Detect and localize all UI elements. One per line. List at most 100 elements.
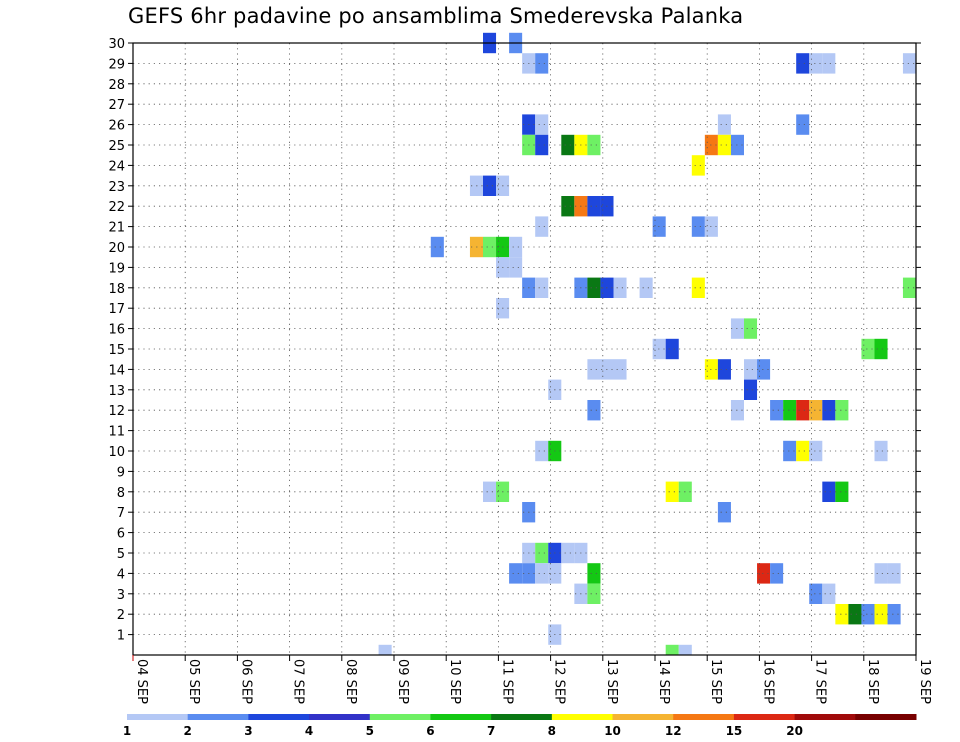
heatmap-cell — [835, 604, 849, 625]
legend-swatch — [248, 714, 310, 720]
heatmap-cell — [730, 400, 744, 421]
heatmap-cell — [587, 277, 601, 298]
heatmap-cell — [691, 216, 705, 237]
heatmap-cell — [561, 196, 575, 217]
heatmap-cell — [587, 359, 601, 380]
heatmap-cell — [717, 502, 731, 523]
grid-layer — [133, 42, 916, 655]
x-tick-label: 10 SEP — [447, 659, 462, 704]
legend-label: 3 — [244, 724, 252, 738]
heatmap-cell — [822, 481, 836, 502]
heatmap-cell — [796, 400, 810, 421]
y-tick-label: 18 — [108, 282, 125, 297]
heatmap-cell — [835, 400, 849, 421]
heatmap-cell — [535, 53, 549, 74]
heatmap-cell — [744, 379, 758, 400]
legend-swatch — [673, 714, 735, 720]
heatmap-cell — [587, 583, 601, 604]
heatmap-cell — [874, 440, 888, 462]
heatmap-cell — [717, 134, 731, 156]
legend-swatch — [733, 714, 796, 720]
heatmap-cell — [822, 400, 836, 421]
heatmap-cell — [509, 563, 523, 584]
legend-label: 2 — [184, 724, 192, 738]
y-tick-label: 25 — [108, 139, 125, 154]
y-tick-label: 21 — [108, 221, 125, 236]
heatmap-cell — [796, 440, 810, 462]
heatmap-cell — [757, 563, 771, 584]
heatmap-cell — [730, 134, 744, 156]
y-tick-label: 9 — [117, 465, 125, 480]
heatmap-cell — [613, 277, 627, 298]
x-tick-label: 16 SEP — [760, 659, 775, 704]
y-tick-label: 19 — [108, 261, 125, 276]
heatmap-cell — [639, 277, 653, 298]
x-tick-label: 18 SEP — [865, 659, 880, 704]
y-tick-label: 12 — [108, 404, 125, 419]
heatmap-cell — [691, 155, 705, 176]
legend-swatch — [612, 714, 674, 720]
legend-label: 8 — [548, 724, 556, 738]
heatmap-cell — [535, 216, 549, 237]
heatmap-cell — [509, 236, 523, 258]
y-tick-label: 15 — [108, 343, 125, 358]
heatmap-cell — [717, 114, 731, 135]
x-tick-label: 14 SEP — [656, 659, 671, 704]
y-tick-label: 24 — [108, 159, 125, 174]
heatmap-cell — [378, 644, 392, 655]
legend-swatch — [309, 714, 371, 720]
legend-label: 15 — [726, 724, 743, 738]
heatmap-cell — [809, 53, 823, 74]
x-tick-label: 15 SEP — [708, 659, 723, 704]
legend-label: 20 — [786, 724, 803, 738]
heatmap-cell — [809, 440, 823, 462]
heatmap-cell — [535, 277, 549, 298]
legend-label: 4 — [305, 724, 313, 738]
heatmap-cell — [561, 542, 575, 564]
heatmap-cell — [665, 481, 679, 502]
heatmap-cell — [796, 53, 810, 74]
legend-swatch — [551, 714, 614, 720]
heatmap-cell — [535, 114, 549, 135]
legend-label: 10 — [604, 724, 621, 738]
heatmap-cell — [809, 583, 823, 604]
heatmap-cell — [770, 563, 784, 584]
heatmap-cell — [744, 359, 758, 380]
y-tick-label: 22 — [108, 200, 125, 215]
cells-layer — [378, 32, 916, 655]
legend-swatch — [127, 714, 189, 720]
heatmap-cell — [822, 583, 836, 604]
legend-label: 7 — [487, 724, 495, 738]
y-tick-label: 3 — [117, 588, 125, 603]
x-tick-label: 08 SEP — [343, 659, 358, 704]
y-tick-label: 30 — [108, 37, 125, 52]
heatmap-cell — [587, 196, 601, 217]
heatmap-cell — [835, 481, 849, 502]
y-tick-label: 27 — [108, 98, 125, 113]
heatmap-cell — [861, 604, 875, 625]
heatmap-cell — [717, 359, 731, 380]
x-tick-label: 09 SEP — [395, 659, 410, 704]
x-tick-label: 12 SEP — [552, 659, 567, 704]
legend-label: 6 — [426, 724, 434, 738]
x-tick-label: 17 SEP — [813, 659, 828, 704]
heatmap-cell — [887, 563, 901, 584]
heatmap-cell — [587, 400, 601, 421]
heatmap-cell — [796, 114, 810, 135]
x-tick-label: 07 SEP — [291, 659, 306, 704]
legend-label: 1 — [123, 724, 131, 738]
y-tick-label: 2 — [117, 608, 125, 623]
heatmap-cell — [848, 604, 862, 625]
heatmap-cell — [861, 338, 875, 360]
heatmap-cell — [887, 604, 901, 625]
legend-swatch — [430, 714, 492, 720]
heatmap-cell — [874, 563, 888, 584]
x-tick-label: 06 SEP — [238, 659, 253, 704]
heatmap-cell — [535, 563, 549, 584]
x-tick-label: 19 SEP — [917, 659, 932, 704]
x-tick-label: 04 SEP — [134, 659, 149, 704]
y-tick-label: 14 — [108, 363, 125, 378]
heatmap-cell — [809, 400, 823, 421]
chart-title: GEFS 6hr padavine po ansamblima Smederev… — [128, 4, 744, 28]
